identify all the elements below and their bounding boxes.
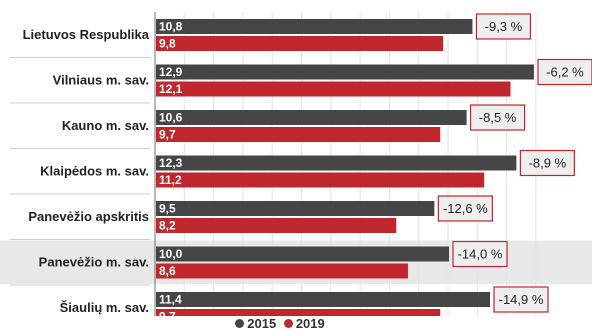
change-label: -9,3 % [485, 19, 523, 34]
change-box [475, 13, 532, 40]
bar-value-label: 9,7 [159, 128, 176, 142]
bar-chart: Lietuvos Respublika 10,8 9,8 -9,3 % Vilniaus… [0, 12, 592, 317]
bar-value-label: 10,0 [159, 247, 183, 261]
bar-value-label: 10,6 [159, 111, 183, 125]
bar-value-label: 10,8 [159, 20, 183, 34]
change-box [452, 240, 508, 268]
change-label: -12,6 % [443, 201, 488, 216]
category-label: Lietuvos Respublika [23, 27, 150, 42]
bar-2015 [156, 155, 517, 171]
legend: 2015 2019 [0, 316, 560, 331]
legend-label-2015: 2015 [247, 316, 277, 331]
change-box [537, 58, 592, 86]
legend-item-2015: 2015 [235, 316, 276, 331]
change-label: -14,0 % [458, 247, 503, 262]
change-label: -6,2 % [546, 65, 584, 80]
change-box [437, 195, 493, 222]
bar-2019 [156, 172, 485, 188]
bar-2015 [156, 64, 534, 80]
bar-value-label: 12,3 [159, 156, 183, 170]
change-box [519, 149, 575, 177]
bar-2019 [156, 218, 397, 233]
category-group: Panevėžio apskritis 9,5 8,2 -12,6 % [28, 195, 493, 233]
bar-2019 [156, 309, 441, 316]
bar-2015 [156, 19, 473, 34]
bar-2019 [156, 36, 444, 51]
bar-2015 [156, 110, 467, 125]
change-label: -8,5 % [479, 110, 517, 125]
bar-2019 [156, 81, 511, 97]
category-group: Lietuvos Respublika 10,8 9,8 -9,3 % [23, 13, 532, 51]
change-box [469, 104, 526, 131]
bar-value-label: 11,2 [159, 173, 182, 187]
category-group: Klaipėdos m. sav. 12,3 11,2 -8,9 % [40, 149, 575, 188]
category-group: Šiaulių m. sav. 11,4 9,7 -14,9 % [60, 286, 549, 317]
bar-2015 [156, 246, 449, 262]
bar-value-label: 9,8 [159, 37, 176, 51]
bar-value-label: 11,4 [159, 293, 182, 307]
change-label: -8,9 % [529, 156, 567, 171]
bar-value-label: 8,2 [159, 219, 176, 233]
bar-2019 [156, 127, 441, 142]
bar-value-label: 12,9 [159, 65, 183, 79]
category-group: Kauno m. sav. 10,6 9,7 -8,5 % [62, 104, 526, 142]
category-group: Panevėžio m. sav. 10,0 8,6 -14,0 % [39, 240, 508, 279]
bar-2015 [156, 292, 491, 307]
bar-value-label: 9,5 [159, 202, 176, 216]
bar-2019 [156, 263, 408, 279]
change-box [493, 286, 549, 313]
change-label: -14,9 % [499, 292, 544, 307]
bar-value-label: 12,1 [159, 82, 183, 96]
legend-label-2019: 2019 [295, 316, 325, 331]
category-label: Vilniaus m. sav. [53, 72, 149, 87]
category-label: Kauno m. sav. [62, 118, 149, 133]
category-group: Vilniaus m. sav. 12,9 12,1 -6,2 % [53, 58, 592, 97]
category-label: Panevėžio m. sav. [39, 254, 149, 269]
legend-item-2019: 2019 [283, 316, 325, 331]
category-label: Klaipėdos m. sav. [40, 163, 149, 178]
bar-2015 [156, 201, 435, 216]
bar-value-label: 9,7 [159, 310, 176, 317]
bar-value-label: 8,6 [159, 264, 176, 278]
category-label: Šiaulių m. sav. [60, 300, 149, 315]
legend-dot-2019 [283, 319, 293, 329]
category-label: Panevėžio apskritis [28, 209, 149, 224]
legend-dot-2015 [235, 319, 245, 329]
